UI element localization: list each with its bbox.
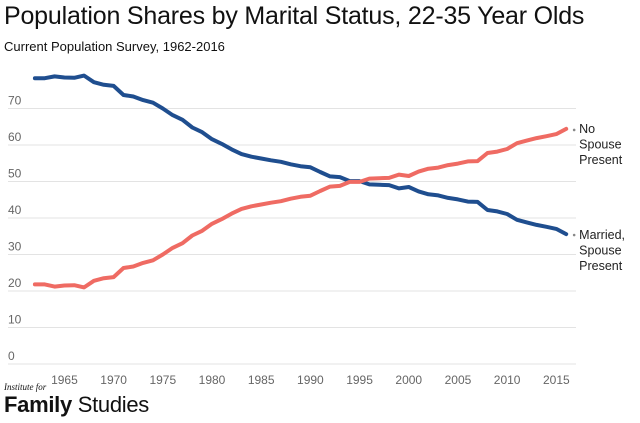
x-tick-label-1970: 1970 (100, 373, 127, 387)
chart-title: Population Shares by Marital Status, 22-… (4, 2, 585, 30)
x-tick-label-1975: 1975 (149, 373, 176, 387)
x-tick-label-1990: 1990 (297, 373, 324, 387)
y-tick-label-50: 50 (8, 167, 22, 181)
series-lines (32, 73, 569, 290)
y-tick-label-0: 0 (8, 349, 15, 363)
x-tick-label-2005: 2005 (445, 373, 472, 387)
x-tick-label-1995: 1995 (346, 373, 373, 387)
x-axis-tick-labels: 1965 1970 1975 1980 1985 1990 1995 2000 2005 2010… (51, 373, 570, 387)
logo-big-text: Family Studies (4, 392, 149, 418)
x-tick-label-1985: 1985 (248, 373, 275, 387)
x-tick-label-2000: 2000 (395, 373, 422, 387)
series-line-married-spouse-present (32, 73, 569, 237)
series-line-no-spouse-present (32, 126, 569, 290)
y-tick-label-70: 70 (8, 94, 22, 108)
series-label-dot-0 (572, 233, 576, 237)
series-label-line-0-0: Married, (579, 228, 625, 242)
y-tick-label-10: 10 (8, 313, 22, 327)
series-label-line-1-1: Spouse (579, 137, 621, 151)
x-tick-label-2015: 2015 (543, 373, 570, 387)
series-label-line-0-2: Present (579, 259, 623, 273)
series-label-line-0-1: Spouse (579, 244, 621, 258)
series-label-line-1-2: Present (579, 153, 623, 167)
logo-rest-word: Studies (71, 392, 150, 417)
x-tick-label-1965: 1965 (51, 373, 78, 387)
y-tick-label-40: 40 (8, 203, 22, 217)
chart-subtitle: Current Population Survey, 1962-2016 (4, 39, 225, 54)
logo-small-text: Institute for (4, 382, 47, 392)
y-tick-label-30: 30 (8, 240, 22, 254)
series-label-dot-1 (572, 128, 576, 132)
logo-bold-word: Family (4, 392, 72, 417)
x-tick-label-1980: 1980 (199, 373, 226, 387)
y-tick-label-20: 20 (8, 276, 22, 290)
y-axis-tick-labels: 0 10 20 30 40 50 60 70 (8, 94, 22, 364)
x-tick-label-2010: 2010 (494, 373, 521, 387)
y-tick-label-60: 60 (8, 130, 22, 144)
gridlines (8, 108, 576, 365)
series-label-line-1-0: No (579, 122, 595, 136)
